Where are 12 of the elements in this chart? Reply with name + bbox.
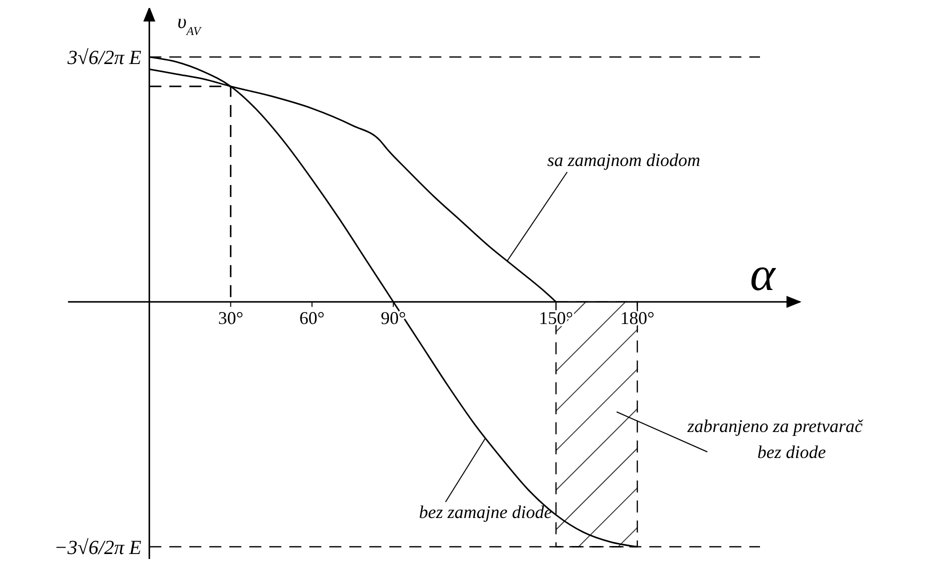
series-label: bez zamajne diode xyxy=(419,502,552,522)
text: sa zamajnom diodom xyxy=(547,150,700,170)
x-tick-label: 150° xyxy=(538,308,574,328)
x-tick-label: 30° xyxy=(218,308,244,328)
ref-line-label: −3√6/2π E xyxy=(54,536,142,559)
x-axis-title: α xyxy=(750,248,776,301)
band-label: zabranjeno za pretvarač bez diode xyxy=(686,416,864,462)
y-axis-title: υ$_{AV}$ xyxy=(177,11,202,38)
ref-line-label: 3√6/2π E xyxy=(66,46,142,69)
x-tick-label: 60° xyxy=(299,308,325,328)
x-tick-label: 90° xyxy=(380,308,406,328)
x-tick-label: 180° xyxy=(620,308,654,328)
